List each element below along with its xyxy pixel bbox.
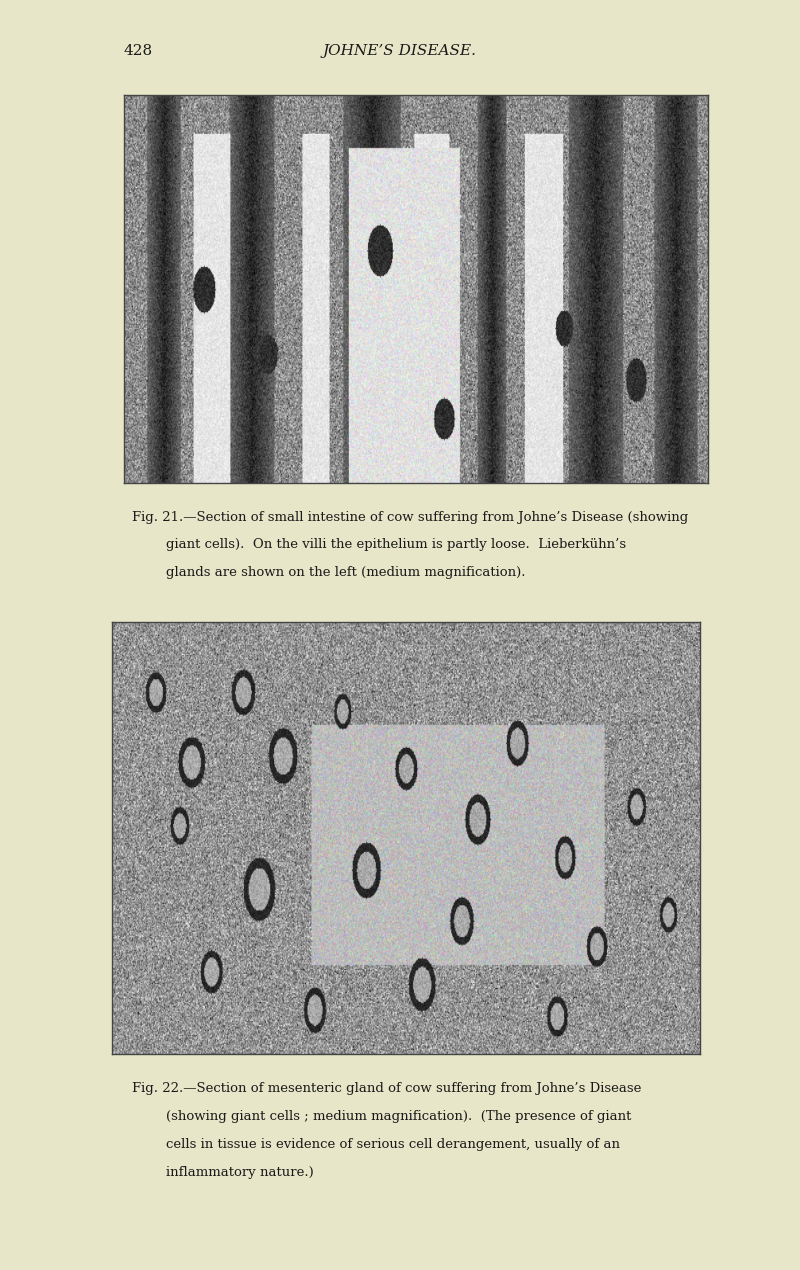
Text: giant cells).  On the villi the epithelium is partly loose.  Lieberkühn’s: giant cells). On the villi the epitheliu… — [132, 538, 626, 551]
Text: Fig. 22.—Section of mesenteric gland of cow suffering from Johne’s Disease: Fig. 22.—Section of mesenteric gland of … — [132, 1082, 642, 1095]
Text: 428: 428 — [124, 44, 153, 58]
Text: JOHNE’S DISEASE.: JOHNE’S DISEASE. — [323, 44, 477, 58]
Text: glands are shown on the left (medium magnification).: glands are shown on the left (medium mag… — [132, 566, 526, 579]
Text: Fig. 21.—Section of small intestine of cow suffering from Johne’s Disease (showi: Fig. 21.—Section of small intestine of c… — [132, 511, 688, 523]
Text: (showing giant cells ; medium magnification).  (The presence of giant: (showing giant cells ; medium magnificat… — [132, 1110, 631, 1123]
Text: inflammatory nature.): inflammatory nature.) — [132, 1166, 314, 1179]
Text: cells in tissue is evidence of serious cell derangement, usually of an: cells in tissue is evidence of serious c… — [132, 1138, 620, 1151]
